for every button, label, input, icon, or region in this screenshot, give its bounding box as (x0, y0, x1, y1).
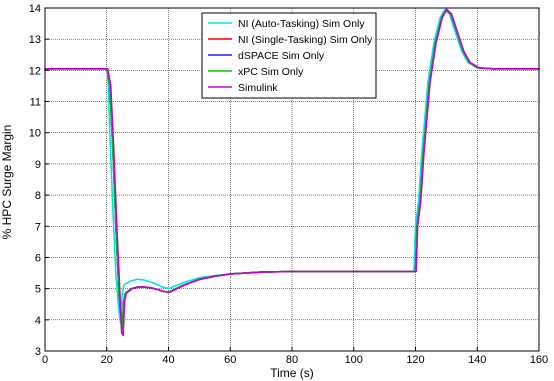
legend-label-4: xPC Sim Only (238, 66, 304, 78)
legend: NI (Auto-Tasking) Sim Only NI (Single-Tas… (201, 12, 377, 99)
y-tick-label: 3 (35, 346, 41, 358)
y-tick-label: 7 (35, 221, 41, 233)
y-axis: 3 4 5 6 7 8 9 10 11 12 13 14 (29, 3, 49, 358)
y-tick-label: 12 (29, 65, 41, 77)
y-tick-label: 5 (35, 284, 41, 296)
x-tick-label: 40 (162, 354, 174, 366)
y-tick-label: 11 (30, 97, 41, 109)
y-tick-label: 14 (29, 3, 41, 15)
x-tick-label: 20 (101, 354, 113, 366)
y-axis-label: % HPC Surge Margin (0, 125, 14, 240)
series-lines (44, 8, 540, 337)
y-tick-label: 8 (35, 190, 41, 202)
x-tick-label: 80 (286, 354, 298, 366)
x-axis: 0 20 40 60 80 100 120 140 160 (42, 347, 548, 366)
x-tick-label: 140 (468, 354, 486, 366)
y-tick-label: 6 (35, 252, 41, 264)
y-tick-label: 9 (35, 159, 41, 171)
legend-label-5: Simulink (238, 82, 278, 94)
y-tick-label: 4 (35, 315, 41, 327)
y-tick-label: 10 (29, 128, 41, 140)
x-tick-label: 160 (530, 354, 548, 366)
x-tick-label: 60 (224, 354, 236, 366)
x-tick-label: 100 (345, 354, 363, 366)
x-tick-label: 120 (406, 354, 424, 366)
legend-label-1: NI (Auto-Tasking) Sim Only (238, 18, 365, 30)
legend-label-3: dSPACE Sim Only (238, 50, 325, 62)
x-tick-label: 0 (42, 354, 48, 366)
x-axis-label: Time (s) (270, 366, 314, 380)
y-tick-label: 13 (29, 34, 41, 46)
legend-label-2: NI (Single-Tasking) Sim Only (238, 34, 373, 46)
series-line-5 (44, 8, 540, 337)
